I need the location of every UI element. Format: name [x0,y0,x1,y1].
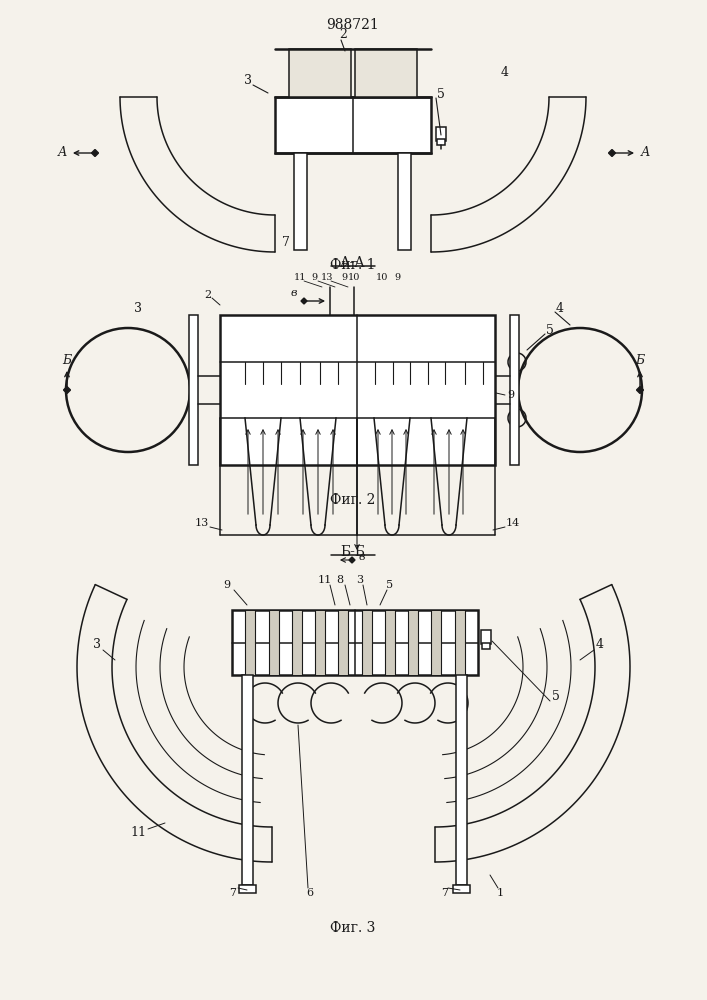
Text: 8: 8 [337,575,344,585]
Text: 11: 11 [293,272,306,282]
Bar [295,153,308,250]
Text: Фиг. 2: Фиг. 2 [330,493,375,507]
Bar [408,610,418,675]
Text: 9: 9 [394,272,400,282]
Bar [355,49,417,97]
Bar [399,153,411,250]
Text: 9: 9 [223,580,230,590]
Text: 1: 1 [496,888,503,898]
Polygon shape [636,386,643,393]
Text: 5: 5 [387,580,394,590]
Text: А: А [57,146,66,159]
Text: 5: 5 [546,324,554,336]
Text: 7: 7 [282,235,290,248]
Bar [189,315,198,465]
Bar [510,315,519,465]
Text: Б-Б: Б-Б [341,545,366,559]
Bar [437,139,445,145]
Text: 9: 9 [341,272,347,282]
Text: 3: 3 [93,639,101,652]
Text: 11: 11 [130,826,146,840]
Text: 3: 3 [356,575,363,585]
Bar [269,610,279,675]
Text: 10: 10 [376,272,388,282]
Polygon shape [64,386,71,393]
Text: 14: 14 [506,518,520,528]
Polygon shape [301,298,307,304]
Polygon shape [609,149,616,156]
Bar [242,675,253,885]
Text: 2: 2 [204,290,211,300]
Text: 6: 6 [306,888,314,898]
Text: 3: 3 [244,74,252,87]
Bar [431,610,441,675]
Text: 7: 7 [230,888,237,898]
Bar [482,643,490,649]
Text: 4: 4 [501,66,509,80]
Bar [220,315,495,465]
Text: 5: 5 [437,89,445,102]
Text: Фиг. 1: Фиг. 1 [330,258,375,272]
Text: 9: 9 [311,272,317,282]
Text: 988721: 988721 [327,18,380,32]
Text: 3: 3 [134,302,142,314]
Polygon shape [349,557,355,563]
Text: А-А: А-А [340,256,366,270]
Bar [455,610,464,675]
Text: Б: Б [62,354,71,366]
Bar [239,885,256,893]
Text: Фиг. 3: Фиг. 3 [330,921,375,935]
Bar [481,630,491,644]
Bar [456,675,467,885]
Bar [232,610,478,675]
Bar [362,610,372,675]
Text: 7: 7 [441,888,448,898]
Bar [436,127,446,141]
Text: 5: 5 [552,690,560,704]
Text: Б: Б [636,354,645,366]
Text: 10: 10 [348,272,360,282]
Bar [315,610,325,675]
Bar [289,49,351,97]
Text: 4: 4 [556,302,564,314]
Text: 9: 9 [508,390,515,400]
Bar [292,610,302,675]
Text: А: А [641,146,650,159]
Text: 13: 13 [195,518,209,528]
Polygon shape [91,149,98,156]
Text: в: в [291,288,297,298]
Bar [245,610,255,675]
Text: 4: 4 [596,639,604,652]
Bar [339,610,349,675]
Bar [453,885,470,893]
Text: 11: 11 [318,575,332,585]
Text: 2: 2 [339,28,347,41]
Text: 13: 13 [321,272,333,282]
Bar [275,97,431,153]
Text: в: в [358,552,366,562]
Bar [385,610,395,675]
